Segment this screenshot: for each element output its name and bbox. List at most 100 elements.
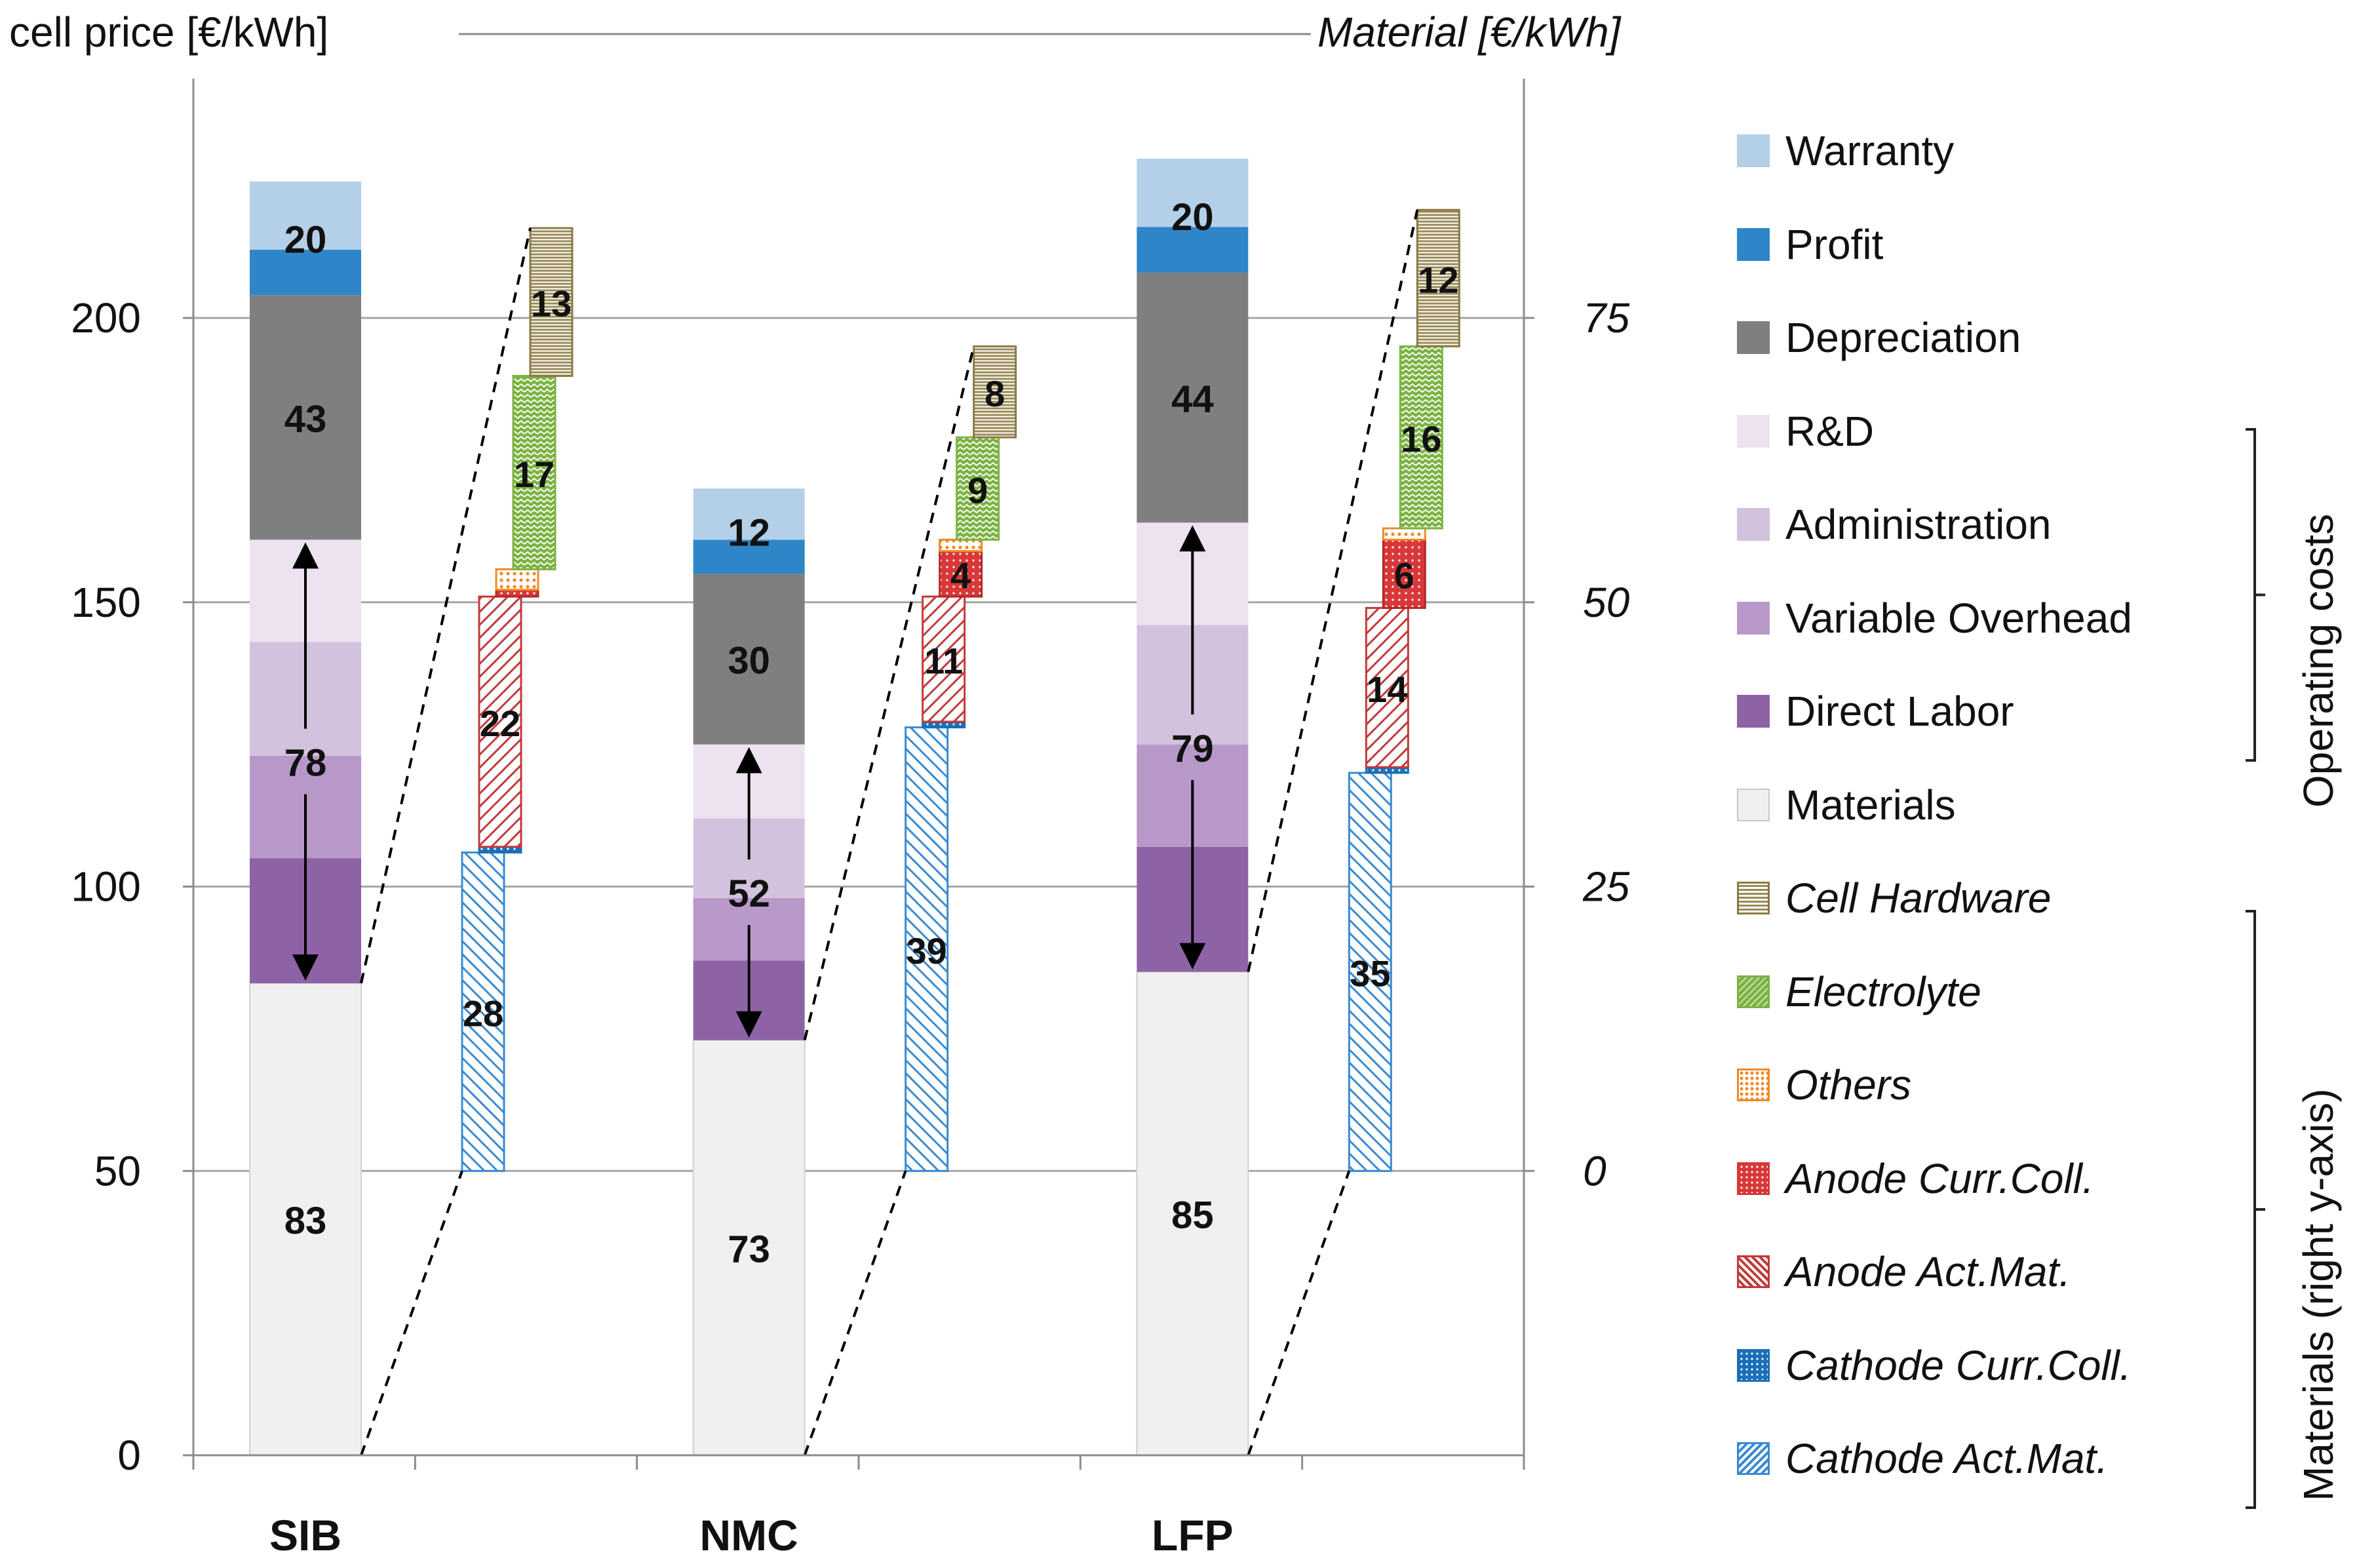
legend-swatch-warranty [1737, 134, 1770, 167]
legend-item-warranty: Warranty [1737, 125, 1954, 177]
x-category-nmc: NMC [700, 1511, 798, 1559]
material-sib-electrolyte [512, 374, 556, 570]
operating-costs-bracket [2246, 428, 2265, 762]
materials-bracket [2246, 910, 2265, 1509]
material-sib-anode-act-mat [478, 595, 522, 848]
legend-item-variable-overhead: Variable Overhead [1737, 592, 2132, 644]
bar-label-sib-warranty: 20 [284, 219, 327, 262]
connector-bottom-sib [360, 1170, 463, 1456]
legend-label-r-d: R&D [1785, 407, 1875, 455]
legend-swatch-depreciation [1737, 321, 1770, 354]
legend-item-others: Others [1737, 1059, 1911, 1111]
connector-top-sib [360, 227, 532, 984]
x-category-sib: SIB [269, 1511, 341, 1559]
material-sib-cell-hardware [529, 227, 574, 377]
legend-item-cell-hardware: Cell Hardware [1737, 872, 2051, 924]
connector-top-nmc [803, 345, 975, 1041]
material-lfp-cathode-act-mat [1348, 772, 1392, 1172]
bar-label-lfp-warranty: 20 [1171, 196, 1214, 239]
legend-item-materials: Materials [1737, 779, 1956, 831]
connector-top-lfp [1247, 209, 1419, 973]
legend-label-direct-labor: Direct Labor [1785, 688, 2014, 735]
material-label-nmc-anode-curr-coll: 4 [950, 555, 971, 596]
left-tick-label-150: 150 [71, 579, 141, 626]
bar-label-nmc-warranty: 12 [728, 511, 770, 554]
legend-swatch-anode-act-mat [1737, 1255, 1770, 1288]
legend-label-materials: Materials [1785, 781, 1956, 829]
bar-sib-depreciation [250, 295, 361, 540]
material-lfp-electrolyte [1399, 345, 1443, 530]
material-label-nmc-electrolyte: 9 [967, 469, 988, 511]
legend-label-anode-curr-coll: Anode Curr.Coll. [1785, 1154, 2094, 1202]
material-label-lfp-anode-curr-coll: 6 [1394, 555, 1414, 596]
right-axis-title: Material [€/kWh] [1317, 9, 1621, 56]
material-label-sib-cathode-act-mat: 28 [463, 992, 503, 1034]
material-label-lfp-cell-hardware: 12 [1418, 259, 1458, 300]
material-sib-others [495, 568, 539, 591]
bar-nmc-warranty [693, 488, 805, 540]
legend-swatch-direct-labor [1737, 695, 1770, 728]
operating-costs-label: Operating costs [2295, 513, 2342, 808]
material-label-nmc-anode-act-mat: 11 [924, 640, 963, 682]
left-tick-label-50: 50 [94, 1147, 141, 1194]
bar-label-lfp-depreciation: 44 [1171, 378, 1214, 420]
material-lfp-anode-act-mat [1365, 606, 1409, 768]
bar-sib-profit [250, 249, 361, 296]
material-label-sib-cell-hardware: 13 [531, 283, 572, 324]
legend-swatch-cell-hardware [1737, 882, 1770, 914]
right-tick-label-25: 25 [1582, 863, 1630, 911]
legend-item-administration: Administration [1737, 498, 2052, 551]
bar-lfp-depreciation [1137, 272, 1249, 523]
legend-item-anode-act-mat: Anode Act.Mat. [1737, 1245, 2071, 1298]
legend-swatch-cathode-curr-coll [1737, 1348, 1770, 1382]
material-label-lfp-anode-act-mat: 14 [1367, 669, 1407, 710]
legend-label-anode-act-mat: Anode Act.Mat. [1785, 1248, 2071, 1295]
material-label-sib-electrolyte: 17 [514, 454, 555, 495]
materials-right-axis-label: Materials (right y-axis) [2295, 1088, 2342, 1501]
material-label-nmc-cathode-act-mat: 39 [906, 930, 947, 971]
right-tick-label-50: 50 [1583, 579, 1630, 626]
right-tick-label-0: 0 [1583, 1147, 1607, 1194]
material-label-sib-anode-act-mat: 22 [480, 703, 520, 744]
legend-swatch-electrolyte [1737, 975, 1770, 1008]
legend-label-cathode-curr-coll: Cathode Curr.Coll. [1785, 1341, 2132, 1389]
legend-swatch-others [1737, 1068, 1770, 1101]
bar-label-lfp-materials: 85 [1171, 1194, 1214, 1236]
bar-sib-warranty [250, 181, 361, 250]
bar-nmc-profit [693, 539, 805, 574]
bar-label-nmc-operating-costs: 52 [728, 872, 770, 915]
legend-label-profit: Profit [1785, 220, 1884, 268]
bar-label-sib-operating-costs: 78 [284, 742, 327, 785]
connector-bottom-nmc [803, 1170, 907, 1456]
legend-item-electrolyte: Electrolyte [1737, 966, 1981, 1018]
bar-label-sib-materials: 83 [284, 1200, 327, 1242]
legend-label-electrolyte: Electrolyte [1785, 968, 1981, 1015]
bar-nmc-materials [692, 1039, 806, 1456]
material-lfp-others [1382, 527, 1426, 541]
legend-label-administration: Administration [1785, 501, 2052, 548]
bar-label-sib-depreciation: 43 [284, 398, 327, 441]
left-tick-label-100: 100 [71, 863, 141, 911]
material-sib-anode-curr-coll [495, 589, 539, 598]
legend-label-cell-hardware: Cell Hardware [1785, 874, 2052, 922]
legend-item-anode-curr-coll: Anode Curr.Coll. [1737, 1152, 2094, 1205]
legend-label-depreciation: Depreciation [1785, 314, 2021, 361]
legend-item-depreciation: Depreciation [1737, 311, 2021, 364]
material-label-lfp-cathode-act-mat: 35 [1350, 953, 1390, 994]
left-tick-label-0: 0 [117, 1432, 141, 1479]
left-axis-title: cell price [€/kWh] [9, 9, 329, 56]
right-tick-label-75: 75 [1583, 294, 1630, 342]
bar-lfp-warranty [1137, 159, 1249, 227]
bar-label-lfp-operating-costs: 79 [1171, 728, 1214, 770]
bar-lfp-materials [1136, 971, 1249, 1456]
legend-swatch-variable-overhead [1737, 601, 1770, 635]
material-label-lfp-electrolyte: 16 [1401, 418, 1441, 460]
bar-lfp-profit [1137, 227, 1249, 273]
material-label-nmc-cell-hardware: 8 [984, 373, 1005, 414]
material-nmc-anode-act-mat [922, 595, 966, 723]
legend-swatch-cathode-act-mat [1737, 1442, 1770, 1475]
legend-swatch-r-d [1737, 414, 1770, 448]
legend-label-variable-overhead: Variable Overhead [1785, 594, 2132, 642]
material-nmc-others [939, 538, 983, 553]
